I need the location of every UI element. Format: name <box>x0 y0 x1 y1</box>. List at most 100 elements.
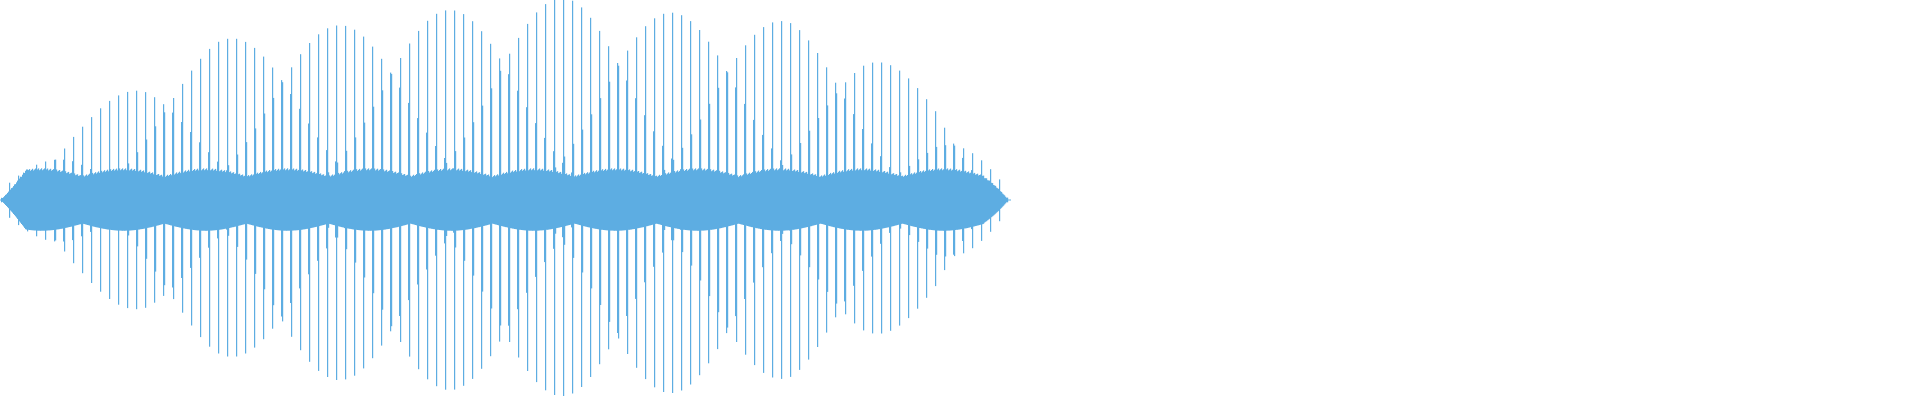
waveform-sample <box>438 171 440 230</box>
waveform-sample <box>729 174 731 226</box>
waveform-sample <box>225 172 227 229</box>
waveform-sample <box>758 170 760 229</box>
waveform-sample <box>139 170 141 230</box>
waveform-sample <box>549 171 551 230</box>
waveform-sample <box>949 169 951 231</box>
waveform-sample <box>357 170 359 230</box>
waveform-sample <box>329 175 331 224</box>
waveform-sample <box>609 81 611 322</box>
waveform-sample <box>145 92 147 308</box>
waveform-sample <box>441 170 443 231</box>
waveform-sample <box>271 170 273 230</box>
waveform-sample <box>455 151 457 248</box>
waveform-sample <box>912 174 914 227</box>
waveform-sample <box>308 123 310 275</box>
waveform-sample <box>847 170 849 230</box>
waveform-sample <box>885 172 887 228</box>
waveform-sample <box>510 172 512 229</box>
waveform-sample <box>395 171 397 228</box>
waveform-sample <box>81 164 83 237</box>
waveform-sample <box>592 171 594 229</box>
waveform-sample <box>675 172 677 229</box>
waveform-sample <box>897 175 899 225</box>
waveform-sample <box>171 175 173 226</box>
waveform-sample <box>632 169 634 230</box>
waveform-sample <box>485 173 487 226</box>
waveform-sample <box>444 158 446 244</box>
waveform-sample <box>502 173 504 227</box>
waveform-sample <box>201 170 203 231</box>
waveform-sample <box>130 169 132 231</box>
waveform-sample <box>683 169 685 230</box>
waveform-sample <box>422 172 424 227</box>
waveform-sample <box>379 169 381 231</box>
waveform-sample <box>258 174 260 227</box>
waveform-sample <box>756 172 758 229</box>
waveform-sample <box>930 171 932 230</box>
waveform-sample <box>346 150 348 250</box>
waveform-sample <box>968 171 970 228</box>
waveform-sample <box>936 146 938 255</box>
waveform-sample <box>855 170 857 231</box>
waveform-sample <box>884 171 886 229</box>
waveform-sample <box>29 169 31 230</box>
waveform-sample <box>257 172 259 227</box>
waveform-sample <box>519 171 521 230</box>
waveform-sample <box>826 67 828 333</box>
waveform-sample <box>30 170 32 231</box>
waveform-sample <box>150 173 152 228</box>
waveform-sample <box>880 156 882 244</box>
waveform-sample <box>1004 195 1006 205</box>
waveform-sample <box>244 175 246 225</box>
waveform-sample <box>970 172 972 228</box>
waveform-sample <box>730 174 732 226</box>
waveform-sample <box>871 143 873 257</box>
waveform-sample <box>710 169 712 230</box>
waveform-sample <box>891 174 893 227</box>
waveform-sample <box>125 168 127 231</box>
waveform-sample <box>372 46 374 359</box>
waveform-sample <box>643 173 645 228</box>
waveform-sample <box>653 131 655 267</box>
waveform-sample <box>210 170 212 231</box>
waveform-sample <box>399 87 401 316</box>
waveform-sample <box>606 170 608 231</box>
waveform-sample <box>954 145 956 257</box>
waveform-sample <box>147 172 149 228</box>
waveform-sample <box>437 169 439 230</box>
waveform-sample <box>755 171 757 228</box>
waveform-sample <box>842 170 844 229</box>
waveform-sample <box>389 170 391 229</box>
waveform-sample <box>369 170 371 231</box>
waveform-sample <box>74 173 76 226</box>
waveform-sample <box>929 169 931 230</box>
waveform-sample <box>382 90 384 310</box>
waveform-sample <box>92 172 94 227</box>
waveform-sample <box>100 108 102 292</box>
waveform-sample <box>300 54 302 351</box>
waveform-sample <box>803 171 805 228</box>
waveform-sample <box>523 169 525 231</box>
waveform-sample <box>933 170 935 231</box>
waveform-sample <box>264 113 266 290</box>
waveform-sample <box>385 170 387 230</box>
waveform-sample <box>88 174 90 226</box>
waveform-sample <box>554 0 556 395</box>
waveform-sample <box>9 182 11 218</box>
waveform-sample <box>351 171 353 230</box>
waveform-sample <box>530 168 532 231</box>
waveform-sample <box>927 152 929 249</box>
waveform-sample <box>454 10 456 390</box>
waveform-sample <box>853 114 855 286</box>
waveform-sample <box>865 169 867 231</box>
waveform-sample <box>672 12 674 393</box>
waveform-sample <box>249 176 251 225</box>
waveform-sample <box>306 171 308 229</box>
waveform-sample <box>418 30 420 370</box>
waveform-sample <box>892 173 894 227</box>
waveform-sample <box>836 93 838 304</box>
waveform-sample <box>565 174 567 227</box>
waveform-sample <box>247 176 249 224</box>
waveform-sample <box>935 111 937 287</box>
